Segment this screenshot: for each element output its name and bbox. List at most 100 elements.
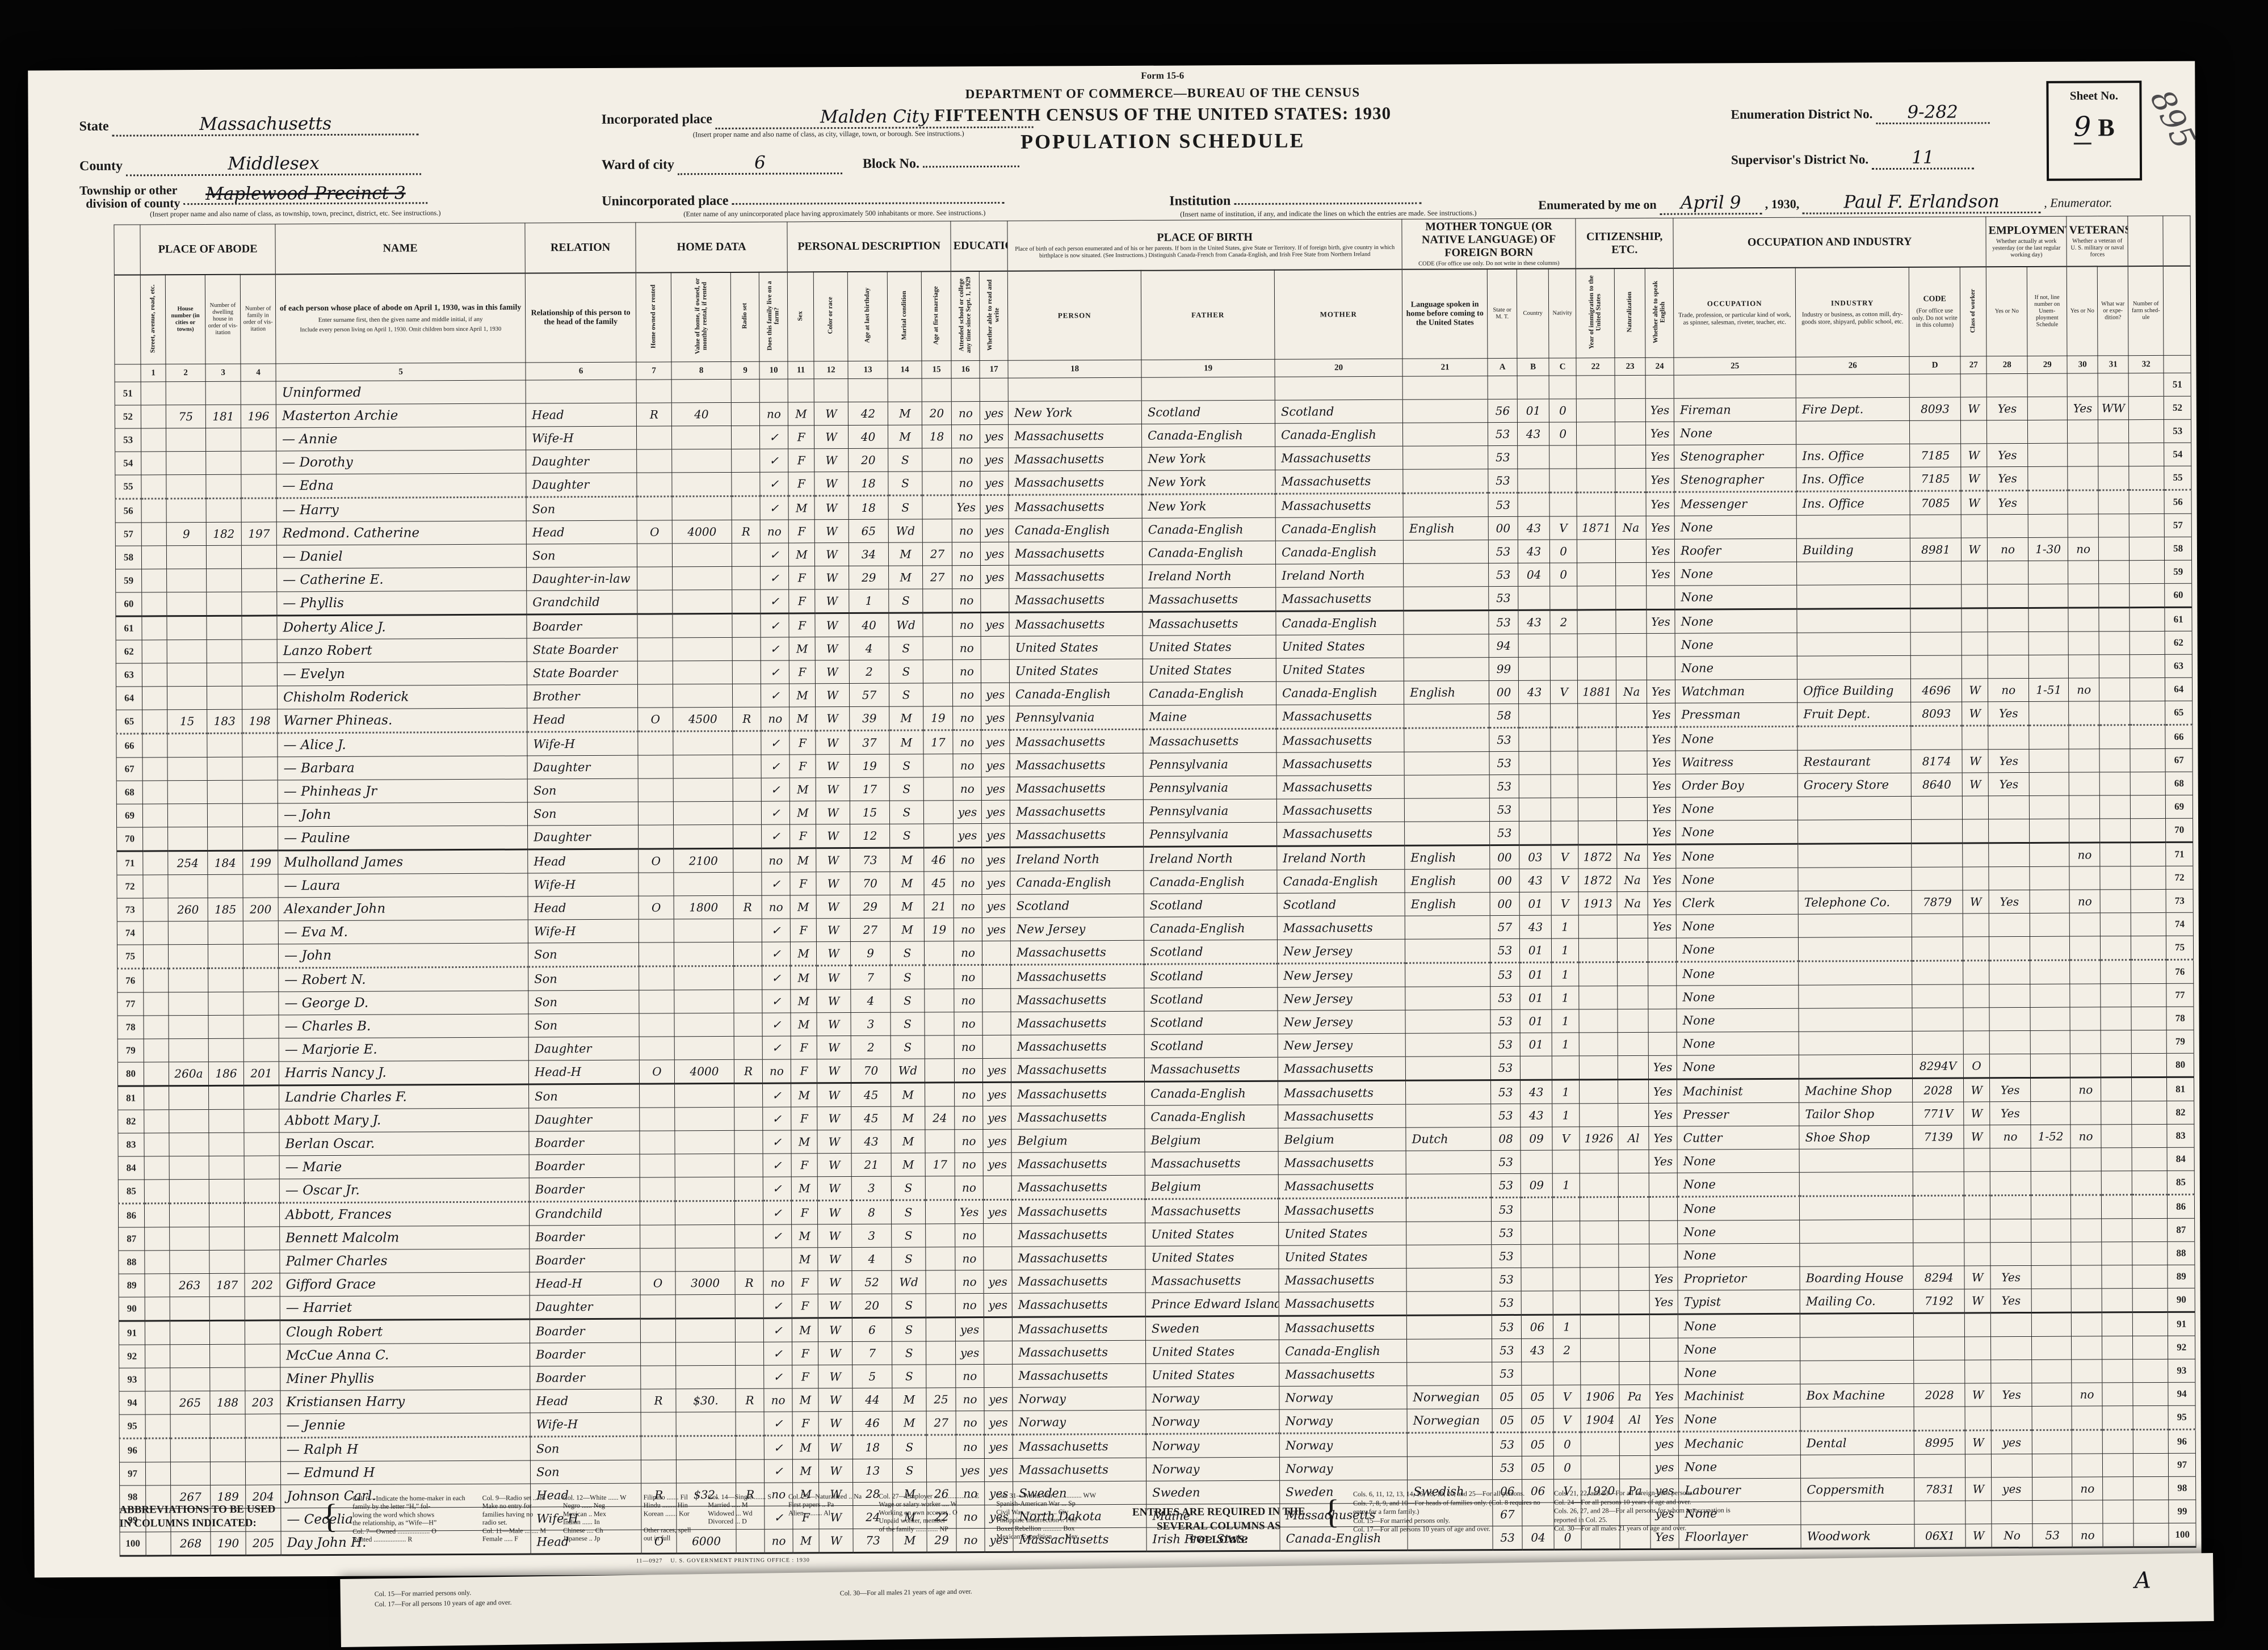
- cell-yr: [1580, 1267, 1619, 1291]
- cell-val: [675, 1201, 735, 1225]
- cell-wk: Yes: [1988, 749, 2030, 773]
- cell-ms: S: [890, 989, 925, 1013]
- cell-bf: Maine: [1143, 705, 1276, 730]
- column-number-wk: 28: [1986, 356, 2028, 374]
- cell-cA: 53: [1488, 586, 1518, 611]
- cell-ind: [1798, 937, 1912, 962]
- cell-oc: None: [1677, 1220, 1800, 1244]
- cell-ag: 39: [849, 706, 889, 731]
- cell-st: [142, 803, 168, 828]
- cell-am: [925, 1247, 956, 1271]
- cell-nt: [1616, 797, 1648, 821]
- cell-sc: no: [956, 1411, 985, 1435]
- cell-vt: [2068, 560, 2099, 584]
- cell-am: [922, 471, 952, 496]
- cell-nm: — George D.: [278, 991, 529, 1015]
- cell-wr: [2100, 912, 2131, 936]
- cell-cD: [1910, 561, 1962, 585]
- cell-nt: [1619, 1338, 1650, 1362]
- cell-rel: Son: [527, 802, 639, 826]
- cell-ue: [2028, 561, 2068, 584]
- cell-en: Yes: [1648, 915, 1677, 938]
- line-number: 57: [2164, 513, 2192, 537]
- state-value: Massachusetts: [112, 113, 419, 137]
- cell-rel: Wife-H: [530, 1412, 641, 1437]
- cell-ag: 45: [851, 1083, 891, 1107]
- cell-st: [142, 663, 167, 687]
- cell-vt: [2068, 631, 2099, 655]
- cell-wk: [1989, 913, 2030, 937]
- census-page: Form 15-6 DEPARTMENT OF COMMERCE—BUREAU …: [28, 61, 2203, 1578]
- column-group-name: NAME: [275, 223, 526, 275]
- cell-sc: no: [952, 542, 981, 566]
- cell-vt: [2071, 1359, 2103, 1383]
- cell-lg: [1406, 1150, 1492, 1175]
- cell-rad: [733, 801, 762, 825]
- cell-ue: [2030, 936, 2070, 961]
- cell-ind: [1800, 1313, 1914, 1338]
- cell-own: [640, 1342, 676, 1366]
- cell-frm: ✓: [764, 1436, 793, 1460]
- column-group-relation: RELATION: [524, 222, 636, 273]
- cell-bp: Massachusetts: [1010, 799, 1144, 824]
- census-table: PLACE OF ABODE NAME RELATION HOME DATA PERSO…: [114, 216, 2196, 1557]
- cell-nt: Na: [1616, 844, 1648, 869]
- cell-rc: [814, 378, 849, 402]
- cell-cA: 53: [1489, 798, 1519, 822]
- cell-h: 9: [166, 522, 207, 546]
- cell-cl: W: [1961, 490, 1988, 515]
- print-code: 11—0927 U. S. GOVERNMENT PRINTING OFFICE…: [636, 1557, 810, 1564]
- cell-wk: [1991, 1406, 2032, 1430]
- cell-cl: [1961, 561, 1988, 585]
- cell-rc: W: [814, 566, 849, 590]
- cell-vt: [2072, 1453, 2103, 1478]
- cell-oc: Roofer: [1674, 538, 1797, 563]
- department-line: DEPARTMENT OF COMMERCE—BUREAU OF THE CEN…: [965, 85, 1360, 102]
- cell-ind: Shoe Shop: [1799, 1125, 1913, 1150]
- line-number: 67: [2165, 748, 2193, 772]
- cell-cD: [1910, 632, 1962, 656]
- cell-fs: [2131, 983, 2167, 1007]
- cell-en: [1648, 986, 1677, 1009]
- cell-val: [675, 1294, 736, 1319]
- county-value: Middlesex: [125, 153, 422, 176]
- cell-bf: United States: [1143, 635, 1276, 659]
- cell-cB: 43: [1517, 422, 1549, 446]
- cell-bm: Massachusetts: [1279, 1268, 1407, 1293]
- cell-rel: Head-H: [530, 1272, 641, 1296]
- cell-cl: W: [1965, 1430, 1992, 1455]
- cell-own: [641, 1459, 677, 1484]
- incorporated-field: Incorporated place Malden City (Insert p…: [602, 106, 1056, 139]
- cell-bm: Massachusetts: [1278, 1056, 1406, 1081]
- cell-rc: W: [814, 448, 849, 472]
- cell-d: [210, 1462, 246, 1485]
- cell-val: [675, 1318, 736, 1342]
- cell-am: [925, 1035, 955, 1059]
- cell-rel: Son: [527, 778, 639, 803]
- abbreviation-line: Filipino ....... Fil: [643, 1493, 688, 1501]
- cell-own: R: [640, 1388, 677, 1413]
- cell-wr: [2102, 1312, 2133, 1336]
- cell-sc: no: [954, 941, 982, 965]
- cell-am: [925, 1012, 955, 1036]
- cell-nm: — Robert N.: [278, 967, 528, 992]
- cell-frm: ✓: [764, 1459, 793, 1483]
- cell-sc: no: [951, 401, 980, 425]
- cell-wk: [1990, 1242, 2032, 1266]
- cell-cD: 7185: [1909, 444, 1961, 468]
- cell-rd: yes: [982, 1106, 1011, 1130]
- cell-st: [144, 1133, 170, 1157]
- cell-sx: F: [789, 824, 816, 849]
- cell-val: [675, 1224, 735, 1248]
- cell-nm: — Laura: [278, 873, 528, 898]
- cell-frm: ✓: [763, 1177, 792, 1201]
- cell-cA: 53: [1492, 1456, 1522, 1480]
- cell-oc: Cutter: [1677, 1126, 1800, 1150]
- cell-rc: W: [818, 1411, 853, 1436]
- cell-sc: no: [954, 1129, 984, 1153]
- cell-val: [673, 637, 733, 661]
- cell-rel: Daughter-in-law: [526, 567, 637, 591]
- line-number: 81: [2166, 1077, 2194, 1101]
- cell-f: [243, 944, 279, 969]
